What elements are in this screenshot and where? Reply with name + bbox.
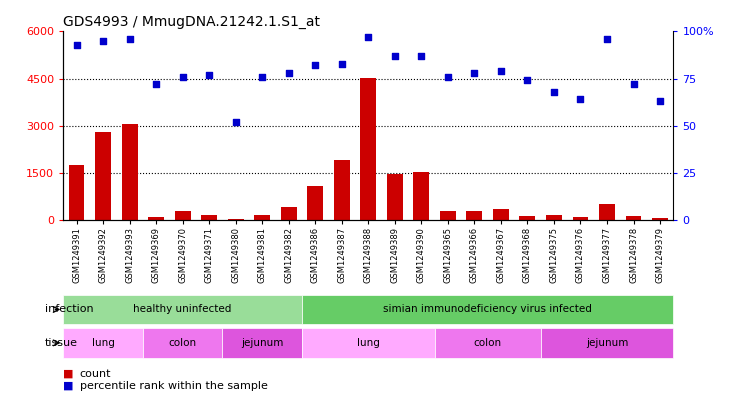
Text: healthy uninfected: healthy uninfected xyxy=(133,305,232,314)
Bar xyxy=(626,216,641,220)
Point xyxy=(601,36,613,42)
Bar xyxy=(302,328,434,358)
Bar xyxy=(360,78,376,220)
Bar xyxy=(541,328,673,358)
Point xyxy=(150,81,162,87)
Point xyxy=(336,61,347,67)
Point xyxy=(71,42,83,48)
Bar xyxy=(387,174,403,220)
Point xyxy=(389,53,401,59)
Point xyxy=(495,68,507,74)
Text: count: count xyxy=(80,369,111,379)
Text: GDS4993 / MmugDNA.21242.1.S1_at: GDS4993 / MmugDNA.21242.1.S1_at xyxy=(63,15,320,29)
Bar xyxy=(201,215,217,220)
Bar xyxy=(222,328,302,358)
Point xyxy=(256,73,268,80)
Text: ■: ■ xyxy=(63,381,74,391)
Bar xyxy=(519,216,536,220)
Text: lung: lung xyxy=(92,338,115,348)
Bar xyxy=(440,211,456,220)
Text: tissue: tissue xyxy=(45,338,77,348)
Point xyxy=(97,38,109,44)
Bar xyxy=(143,328,222,358)
Bar xyxy=(573,217,589,220)
Bar xyxy=(121,124,138,220)
Bar xyxy=(599,204,615,220)
Point xyxy=(574,96,586,103)
Bar xyxy=(466,211,482,220)
Bar xyxy=(68,165,85,220)
Point xyxy=(124,36,135,42)
Point xyxy=(469,70,481,76)
Text: colon: colon xyxy=(474,338,501,348)
Bar xyxy=(334,160,350,220)
Bar xyxy=(63,328,143,358)
Bar xyxy=(493,209,509,220)
Point xyxy=(362,34,374,40)
Text: jejunum: jejunum xyxy=(586,338,628,348)
Point xyxy=(654,98,666,105)
Point xyxy=(548,89,560,95)
Bar xyxy=(414,172,429,220)
Bar xyxy=(254,215,270,220)
Text: lung: lung xyxy=(357,338,379,348)
Bar xyxy=(434,328,541,358)
Bar xyxy=(302,295,673,324)
Text: ■: ■ xyxy=(63,369,74,379)
Bar xyxy=(175,211,190,220)
Bar xyxy=(307,186,323,220)
Text: infection: infection xyxy=(45,305,93,314)
Bar xyxy=(228,219,243,220)
Text: simian immunodeficiency virus infected: simian immunodeficiency virus infected xyxy=(383,305,592,314)
Bar xyxy=(95,132,111,220)
Point xyxy=(628,81,640,87)
Point xyxy=(230,119,242,125)
Point xyxy=(522,77,533,84)
Text: colon: colon xyxy=(169,338,196,348)
Point xyxy=(203,72,215,78)
Point xyxy=(310,62,321,68)
Bar xyxy=(546,215,562,220)
Bar xyxy=(652,218,668,220)
Bar xyxy=(63,295,302,324)
Point xyxy=(442,73,454,80)
Point xyxy=(283,70,295,76)
Text: percentile rank within the sample: percentile rank within the sample xyxy=(80,381,268,391)
Bar xyxy=(148,217,164,220)
Point xyxy=(176,73,188,80)
Bar xyxy=(280,207,297,220)
Point xyxy=(415,53,427,59)
Text: jejunum: jejunum xyxy=(241,338,283,348)
